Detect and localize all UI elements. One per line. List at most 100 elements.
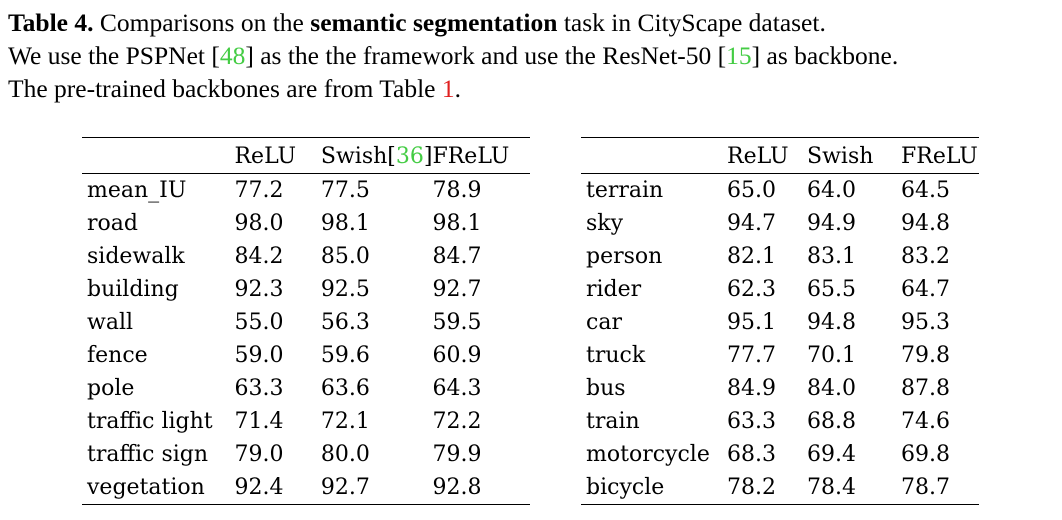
cell-swish: 56.3: [320, 310, 370, 335]
cell-swish: 69.4: [807, 442, 856, 467]
caption-text: .: [454, 74, 461, 103]
cell-frelu: 87.8: [901, 376, 950, 401]
cell-frelu: 78.9: [432, 173, 530, 207]
cell-swish: 94.9: [807, 211, 856, 236]
row-label: car: [586, 310, 622, 335]
table-row: bus 84.9 84.0 87.8: [581, 372, 979, 405]
cell-relu: 84.2: [234, 244, 284, 269]
table-row: traffic sign 79.0 80.0 79.9: [82, 438, 530, 471]
header-swish-bracket: ]: [423, 144, 433, 169]
table-row: train 63.3 68.8 74.6: [581, 405, 979, 438]
cell-swish: 92.5: [320, 277, 370, 302]
table-row: road 98.0 98.1 98.1: [82, 207, 530, 240]
row-label: vegetation: [82, 471, 235, 505]
header-swish-text: Swish[: [320, 144, 396, 169]
header-relu: ReLU: [234, 137, 321, 174]
cell-frelu: 72.2: [432, 409, 482, 434]
row-label: person: [586, 244, 663, 269]
row-label: bicycle: [581, 471, 727, 505]
cell-relu: 98.0: [234, 211, 284, 236]
row-label: truck: [586, 343, 646, 368]
cell-relu: 77.2: [234, 173, 321, 207]
cell-swish: 65.5: [807, 277, 856, 302]
cell-frelu: 69.8: [901, 442, 950, 467]
table-row: person 82.1 83.1 83.2: [581, 240, 979, 273]
table-row: rider 62.3 65.5 64.7: [581, 273, 979, 306]
results-table-left: ReLU Swish[36] FReLU mean_IU 77.2 77.5 78.9…: [82, 137, 530, 505]
caption-text: task in CityScape dataset.: [557, 8, 826, 37]
cell-frelu: 74.6: [901, 409, 950, 434]
row-label: traffic light: [87, 409, 213, 434]
row-label: building: [87, 277, 179, 302]
table-row: wall 55.0 56.3 59.5: [82, 306, 530, 339]
header-swish: Swish: [807, 137, 901, 174]
header-frelu: FReLU: [901, 137, 979, 174]
table-caption: Table 4. Comparisons on the semantic seg…: [8, 6, 1058, 105]
table-row: fence 59.0 59.6 60.9: [82, 339, 530, 372]
cell-swish: 94.8: [807, 310, 856, 335]
cell-swish: 85.0: [320, 244, 370, 269]
table-row: mean_IU 77.2 77.5 78.9: [82, 173, 530, 207]
caption-line-1: Table 4. Comparisons on the semantic seg…: [8, 6, 1058, 39]
header-empty: [82, 137, 235, 174]
table-row: truck 77.7 70.1 79.8: [581, 339, 979, 372]
cell-relu: 79.0: [234, 442, 284, 467]
cell-swish: 63.6: [320, 376, 370, 401]
results-table-right: ReLU Swish FReLU terrain 65.0 64.0 64.5 sky 9…: [581, 137, 979, 505]
cell-swish: 92.7: [320, 471, 433, 505]
caption-text: Comparisons on the: [93, 8, 311, 37]
cell-swish: 59.6: [320, 343, 370, 368]
cell-swish: 84.0: [807, 376, 856, 401]
cell-relu: 77.7: [727, 343, 776, 368]
citation-link-resnet[interactable]: 15: [726, 41, 752, 70]
cell-frelu: 79.9: [432, 442, 482, 467]
cell-swish: 72.1: [320, 409, 370, 434]
cell-frelu: 92.7: [432, 277, 482, 302]
header-relu: ReLU: [727, 137, 807, 174]
header-empty: [581, 137, 727, 174]
row-label: rider: [586, 277, 642, 302]
caption-line-2: We use the PSPNet [48] as the the framew…: [8, 39, 1058, 72]
cell-frelu: 64.5: [901, 173, 979, 207]
cell-relu: 65.0: [727, 173, 807, 207]
cell-frelu: 95.3: [901, 310, 950, 335]
cell-relu: 63.3: [727, 409, 776, 434]
citation-link-pspnet[interactable]: 48: [219, 41, 246, 70]
caption-emphasis: semantic segmentation: [310, 8, 558, 37]
row-label: pole: [87, 376, 135, 401]
caption-label: Table 4.: [8, 8, 94, 37]
cell-relu: 62.3: [727, 277, 776, 302]
header-frelu: FReLU: [432, 137, 530, 174]
table-row: car 95.1 94.8 95.3: [581, 306, 979, 339]
row-label: fence: [87, 343, 148, 368]
row-label: bus: [586, 376, 626, 401]
caption-text: We use the PSPNet [: [8, 41, 220, 70]
table-row: sidewalk 84.2 85.0 84.7: [82, 240, 530, 273]
cell-relu: 84.9: [727, 376, 776, 401]
cell-frelu: 94.8: [901, 211, 950, 236]
cell-swish: 98.1: [320, 211, 370, 236]
table-ref-link[interactable]: 1: [441, 74, 455, 103]
header-swish: Swish[36]: [320, 137, 433, 174]
cell-swish: 78.4: [807, 471, 901, 505]
table-row: bicycle 78.2 78.4 78.7: [581, 471, 979, 505]
table-row: building 92.3 92.5 92.7: [82, 273, 530, 306]
cell-swish: 68.8: [807, 409, 856, 434]
cell-relu: 94.7: [727, 211, 776, 236]
table-row: pole 63.3 63.6 64.3: [82, 372, 530, 405]
cell-frelu: 64.3: [432, 376, 482, 401]
citation-link-swish[interactable]: 36: [395, 144, 424, 169]
row-label: wall: [87, 310, 134, 335]
caption-text: ] as backbone.: [751, 41, 899, 70]
row-label: traffic sign: [87, 442, 209, 467]
table-header-row: ReLU Swish[36] FReLU: [82, 137, 530, 174]
table-body-left: mean_IU 77.2 77.5 78.9 road 98.0 98.1 98.1 sidew…: [82, 173, 530, 505]
cell-frelu: 59.5: [432, 310, 482, 335]
cell-frelu: 78.7: [901, 471, 979, 505]
table-row: traffic light 71.4 72.1 72.2: [82, 405, 530, 438]
cell-frelu: 83.2: [901, 244, 950, 269]
cell-relu: 71.4: [234, 409, 284, 434]
cell-swish: 80.0: [320, 442, 370, 467]
caption-text: ] as the the framework and use the ResNe…: [245, 41, 727, 70]
cell-swish: 70.1: [807, 343, 856, 368]
